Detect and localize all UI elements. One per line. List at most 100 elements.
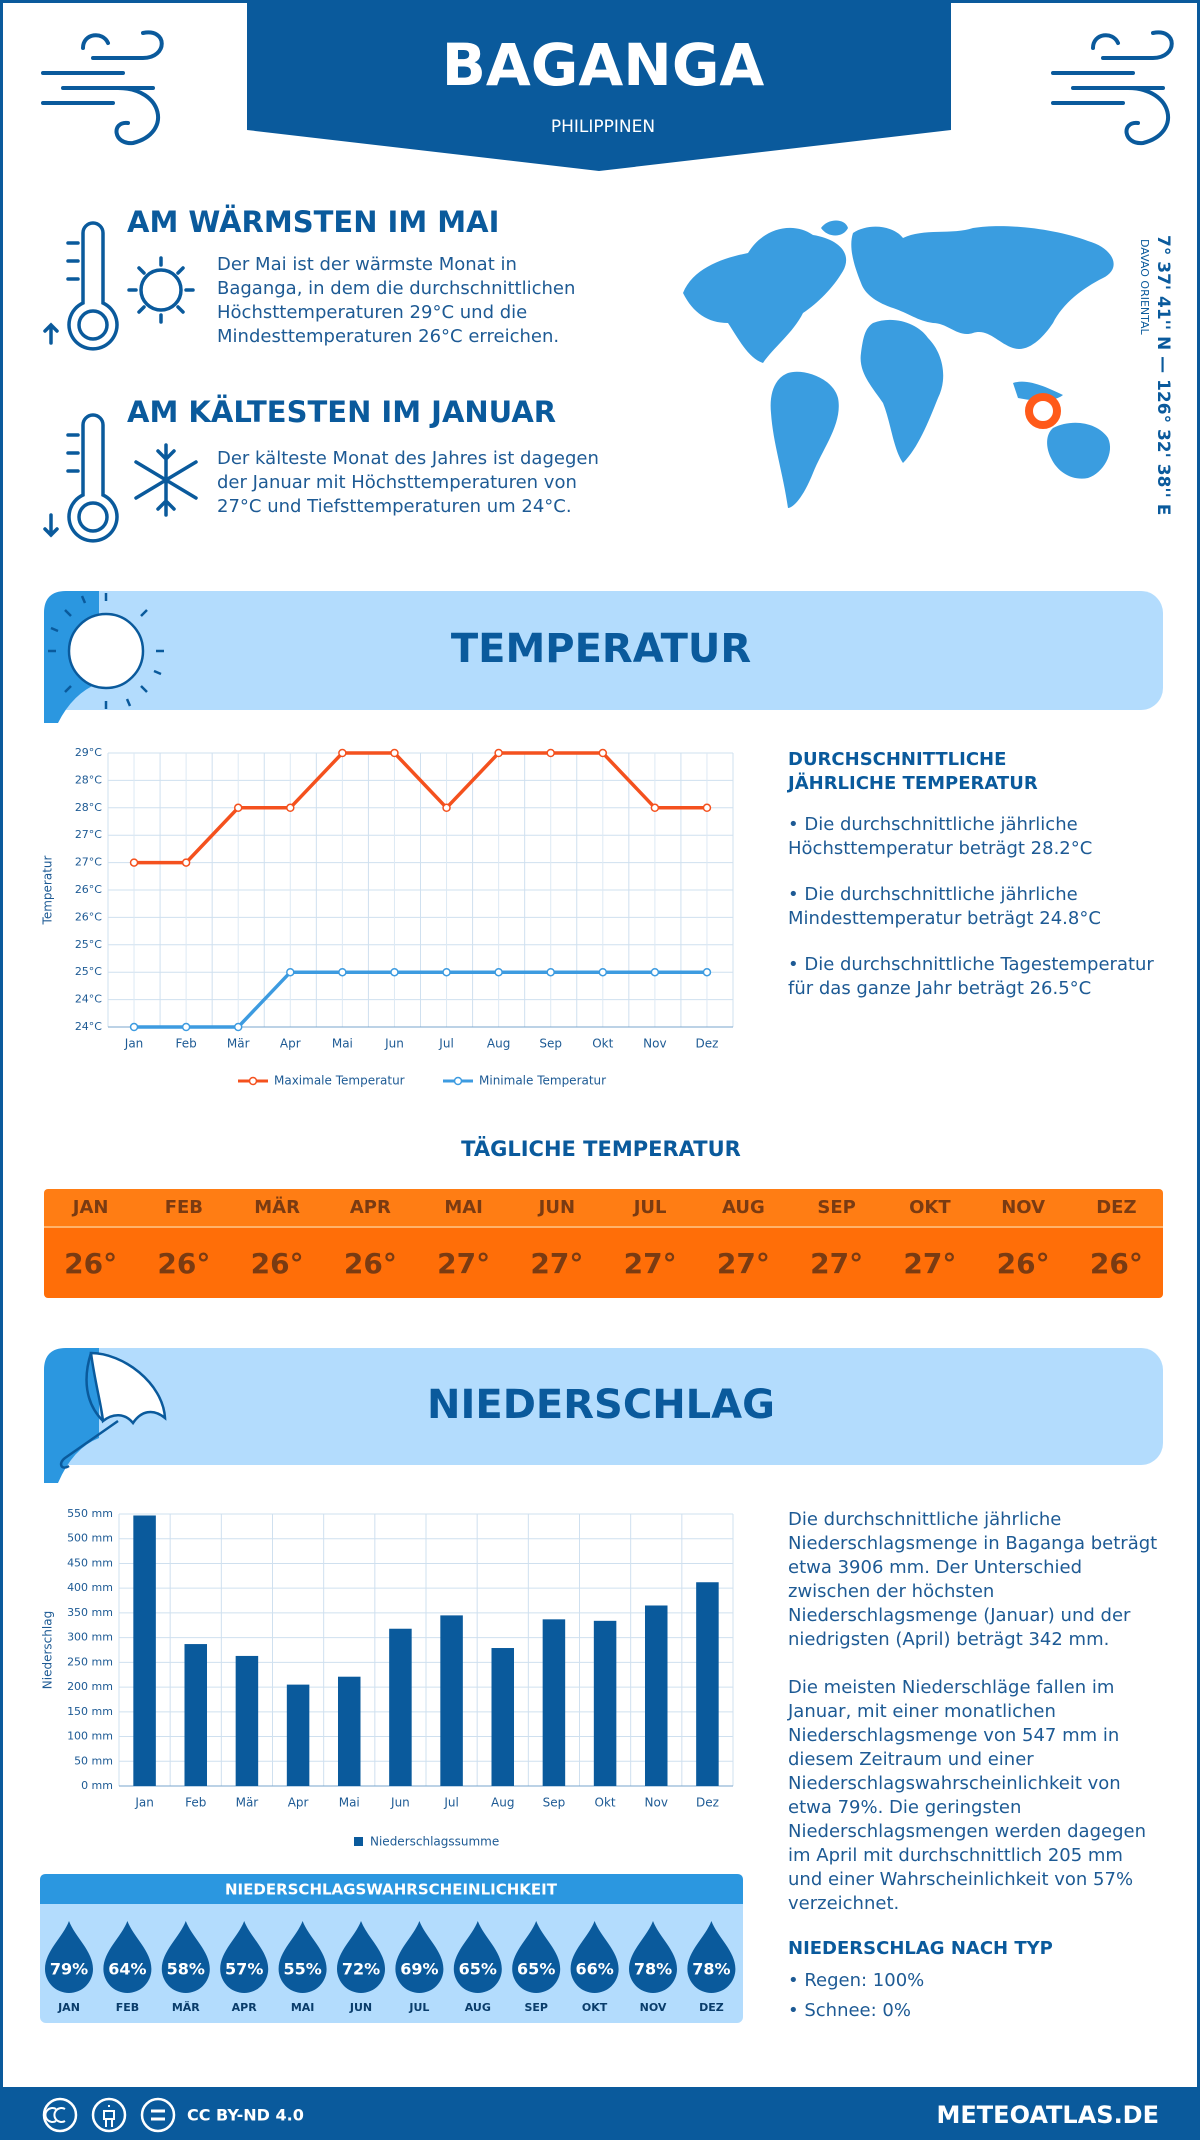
y-tick-label: 350 mm [67, 1606, 113, 1619]
daily-value: 27° [696, 1228, 790, 1298]
x-tick-label: Sep [543, 1796, 566, 1810]
bar [133, 1515, 156, 1786]
drop [687, 1921, 736, 1994]
point [129, 858, 139, 867]
y-tick-label: 26°C [75, 910, 102, 923]
probability-month: AUG [465, 2001, 491, 2014]
license-icons [42, 2097, 176, 2133]
x-tick-label: Mär [227, 1037, 250, 1051]
probability-panel [40, 1874, 743, 2023]
probability-value: 64% [108, 1960, 146, 1979]
bar [337, 1676, 361, 1786]
point [702, 803, 712, 813]
bar [389, 1628, 412, 1786]
probability-month: JAN [57, 2001, 80, 2014]
license: CC BY-ND 4.0 [187, 2106, 304, 2125]
probability-month: SEP [524, 2001, 548, 2014]
x-tick-label: Apr [280, 1037, 301, 1051]
graphics: 7° 37' 41'' N — 126° 32' 38'' E DAVAO OR… [3, 3, 1197, 2140]
y-tick-label: 25°C [75, 965, 102, 978]
point [233, 1022, 243, 1032]
probability-value: 78% [692, 1960, 730, 1979]
sun-icon [48, 593, 164, 709]
drop [161, 1921, 210, 1994]
point [338, 967, 347, 977]
month-header: DEZ [1069, 1189, 1163, 1228]
section-banner [44, 591, 1163, 710]
x-tick-label: Jul [443, 1796, 458, 1810]
x-tick-label: Jan [134, 1796, 154, 1810]
y-tick-label: 27°C [75, 828, 102, 841]
point [494, 748, 503, 758]
y-tick-label: 29°C [75, 746, 102, 759]
daily-value: 26° [137, 1228, 231, 1298]
drop [45, 1921, 93, 1993]
probability-month: APR [232, 2001, 258, 2014]
month-header: AUG [696, 1189, 790, 1228]
type-item: • Regen: 100% [788, 1970, 925, 1991]
y-tick-label: 300 mm [67, 1631, 113, 1644]
month-header: MÄR [230, 1189, 324, 1228]
bar [593, 1620, 617, 1786]
daily-value: 26° [1069, 1228, 1163, 1298]
point [286, 967, 295, 977]
series-line [134, 970, 707, 1029]
point [494, 967, 503, 977]
x-tick-label: Feb [176, 1037, 197, 1051]
world-map [683, 220, 1114, 508]
type-item: • Schnee: 0% [788, 2000, 911, 2021]
point [650, 803, 660, 813]
coldest-heading: AM KÄLTESTEN IM JANUAR [127, 395, 557, 429]
probability-value: 65% [459, 1960, 497, 1979]
point [546, 748, 555, 758]
annual-item: • Die durchschnittliche Tagestemperatur … [788, 954, 1154, 999]
probability-value: 78% [634, 1960, 672, 1979]
legend-label: Maximale Temperatur [274, 1074, 405, 1088]
footer-bar [3, 2087, 1197, 2140]
probability-month: JUN [349, 2001, 372, 2014]
x-tick-label: Okt [592, 1037, 613, 1051]
x-tick-label: Okt [595, 1796, 616, 1810]
wind-icon [41, 30, 164, 146]
bar [184, 1644, 208, 1786]
site-name: METEOATLAS.DE [937, 2101, 1159, 2129]
daily-value: 27° [883, 1228, 977, 1298]
legend-swatch [248, 1076, 258, 1086]
section-banner [44, 1348, 1163, 1465]
x-tick-label: Jun [390, 1796, 410, 1810]
probability-title: NIEDERSCHLAGSWAHRSCHEINLICHKEIT [225, 1881, 558, 1899]
location-marker [1025, 393, 1061, 429]
probability-month: FEB [116, 2001, 139, 2014]
y-tick-label: 25°C [75, 938, 102, 951]
drop [220, 1921, 269, 1993]
warmest-heading: AM WÄRMSTEN IM MAI [127, 205, 500, 239]
series-line [134, 751, 707, 865]
daily-value: 27° [603, 1228, 697, 1298]
y-tick-label: 250 mm [67, 1655, 113, 1668]
y-tick-label: 550 mm [67, 1507, 113, 1520]
point [181, 1022, 191, 1032]
probability-value: 65% [517, 1960, 555, 1979]
month-header: SEP [790, 1189, 884, 1228]
point [181, 858, 191, 867]
y-tick-label: 150 mm [67, 1705, 113, 1718]
x-tick-label: Jun [384, 1037, 404, 1051]
table-title: TÄGLICHE TEMPERATUR [461, 1136, 741, 1161]
month-header: JAN [44, 1189, 138, 1228]
annual-item: • Die durchschnittliche jährliche Höchst… [788, 814, 1093, 859]
month-header: OKT [883, 1189, 977, 1228]
month-header: MAI [417, 1189, 511, 1228]
point [390, 748, 399, 758]
wind-icon [1051, 30, 1174, 146]
x-tick-label: Nov [643, 1037, 666, 1051]
point [129, 1022, 139, 1032]
drop [278, 1921, 327, 1994]
daily-value: 26° [323, 1228, 417, 1298]
y-tick-label: 50 mm [74, 1754, 113, 1767]
drop [337, 1921, 385, 1993]
probability-value: 55% [283, 1960, 321, 1979]
point [546, 967, 555, 977]
annual-heading: DURCHSCHNITTLICHE JÄHRLICHE TEMPERATUR [788, 749, 1038, 794]
probability-value: 57% [225, 1960, 263, 1979]
probability-value: 69% [400, 1960, 438, 1979]
